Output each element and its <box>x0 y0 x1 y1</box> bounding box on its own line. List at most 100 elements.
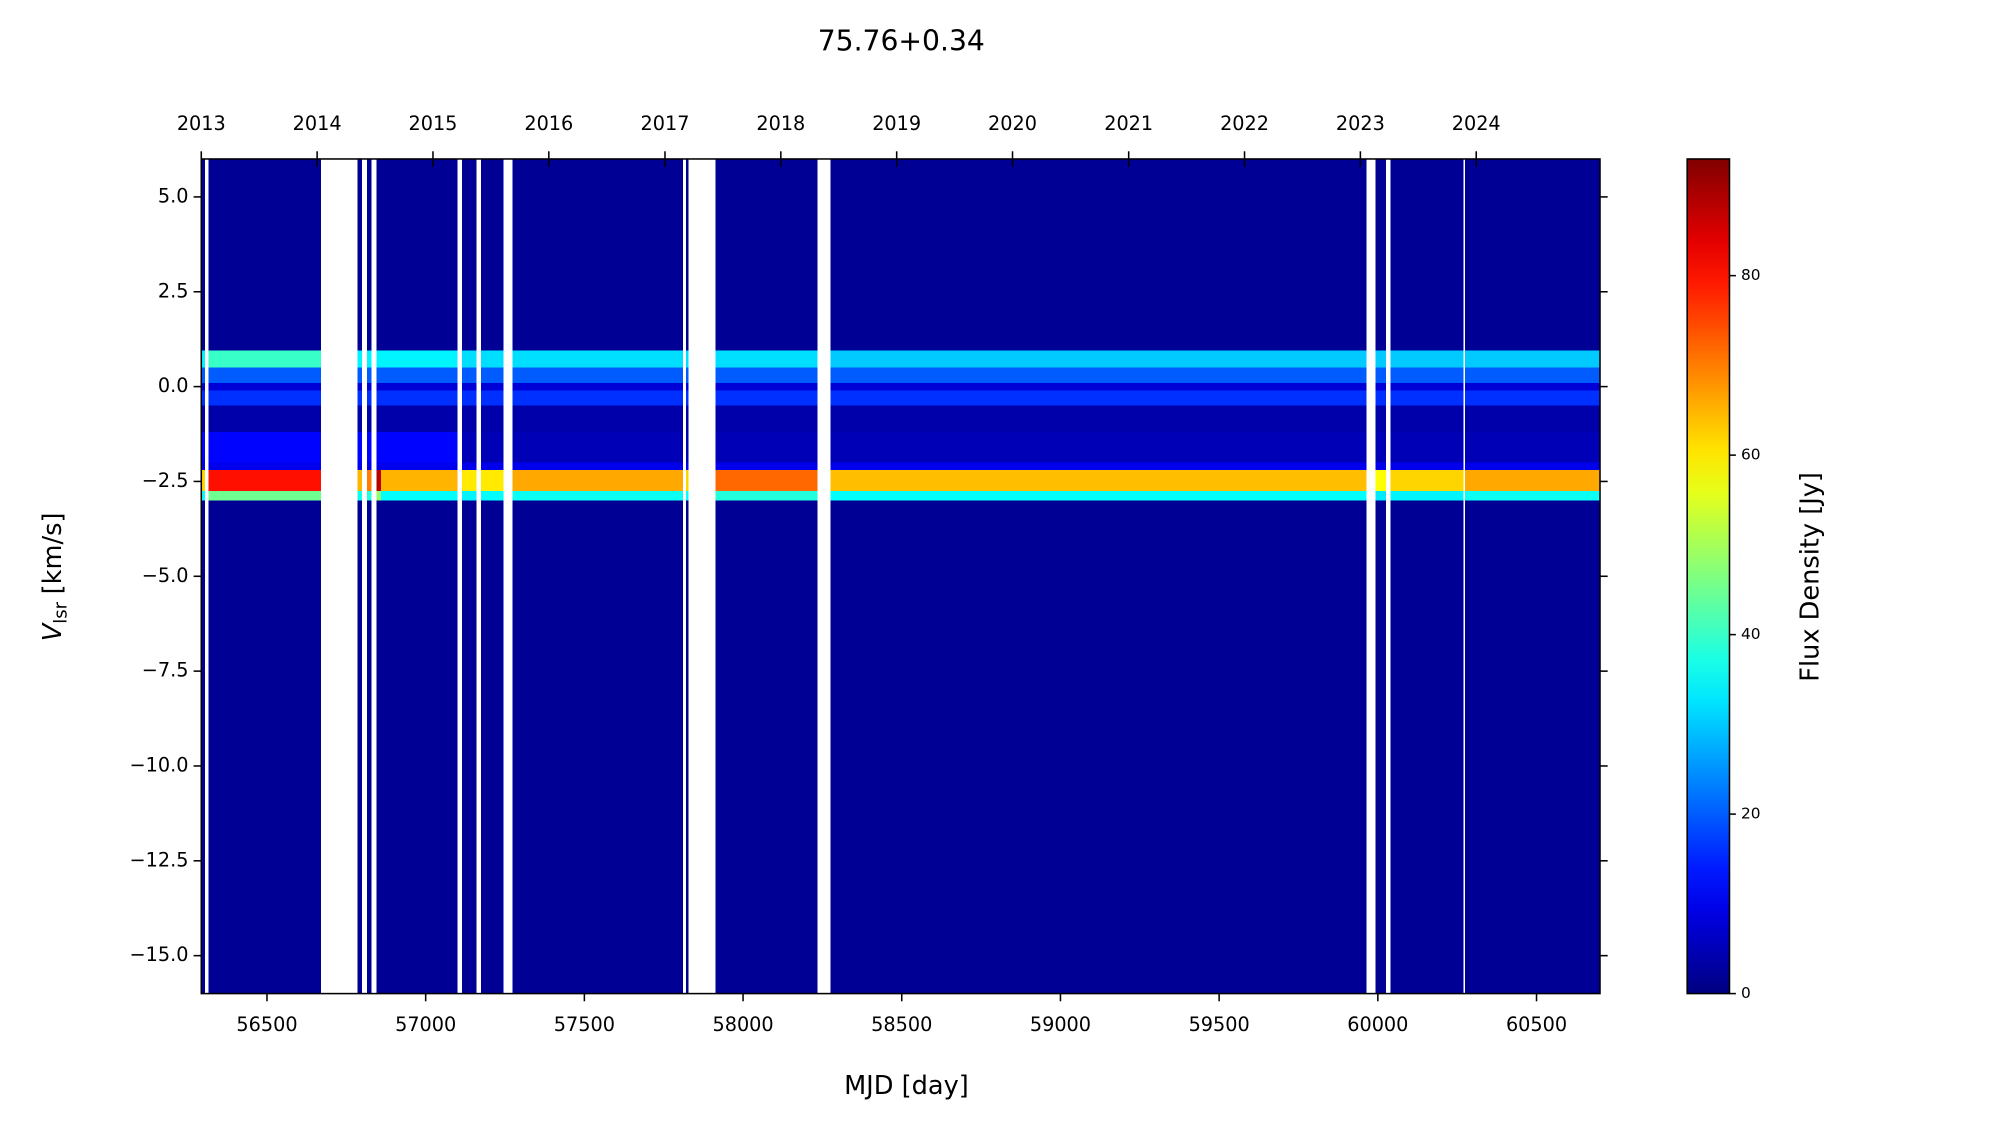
heatmap-cell <box>1375 367 1386 383</box>
heatmap-cell <box>376 462 382 471</box>
heatmap-cell <box>201 470 206 491</box>
heatmap-cell <box>381 490 458 501</box>
heatmap-cell <box>1375 462 1386 471</box>
heatmap-cell <box>201 390 206 406</box>
heatmap-cell <box>1465 350 1600 368</box>
heatmap-cell <box>1375 158 1386 351</box>
y-tick-label: −15.0 <box>130 943 189 966</box>
y-tick-label: 2.5 <box>158 279 189 302</box>
heatmap-cell <box>512 158 683 351</box>
heatmap-cell <box>366 500 372 994</box>
heatmap-cell <box>366 158 372 351</box>
heatmap-cell <box>512 432 683 463</box>
heatmap-cell <box>830 500 1367 994</box>
heatmap-cell <box>357 470 363 491</box>
heatmap-cell <box>208 367 321 383</box>
heatmap-cell <box>1375 470 1386 491</box>
heatmap-cell <box>357 382 363 391</box>
heatmap-cell <box>208 382 321 391</box>
heatmap-cell <box>715 390 818 406</box>
x-tick-label: 59000 <box>1030 1013 1091 1036</box>
x-tick-label: 58000 <box>712 1013 773 1036</box>
heatmap-cell <box>715 158 818 351</box>
heatmap-cell <box>1375 390 1386 406</box>
x2-tick-label: 2019 <box>872 112 921 135</box>
heatmap-cell <box>462 382 477 391</box>
heatmap-cell <box>1465 500 1600 994</box>
heatmap-cell <box>381 382 458 391</box>
x-tick-label: 57000 <box>395 1013 456 1036</box>
x2-tick-label: 2013 <box>177 112 226 135</box>
heatmap-cell <box>366 405 372 433</box>
x-tick-label: 58500 <box>871 1013 932 1036</box>
heatmap-cell <box>462 432 477 463</box>
heatmap-cell <box>357 350 363 368</box>
heatmap-cell <box>201 490 206 501</box>
x-tick-label: 56500 <box>236 1013 297 1036</box>
heatmap-cell <box>376 382 382 391</box>
heatmap-cell <box>481 350 504 368</box>
heatmap-cell <box>462 367 477 383</box>
heatmap-cell <box>1390 470 1464 491</box>
heatmap-cell <box>366 490 372 501</box>
heatmap-cell <box>208 432 321 463</box>
heatmap-cell <box>1465 382 1600 391</box>
heatmap-cell <box>376 350 382 368</box>
y-axis-label: Vlsr [km/s] <box>38 513 72 642</box>
heatmap-cell <box>201 462 206 471</box>
heatmap-cell <box>715 382 818 391</box>
heatmap-cell <box>208 390 321 406</box>
heatmap-cell <box>376 470 382 491</box>
heatmap-cell <box>357 390 363 406</box>
heatmap-cell <box>715 432 818 463</box>
heatmap-cell <box>481 500 504 994</box>
heatmap-cell <box>357 500 363 994</box>
heatmap-cell <box>208 405 321 433</box>
heatmap-cell <box>1375 490 1386 501</box>
y-axis-label-symbol: V <box>38 621 68 641</box>
heatmap-cell <box>512 390 683 406</box>
heatmap-cell <box>512 405 683 433</box>
heatmap-cell <box>685 470 689 491</box>
heatmap-cell <box>481 367 504 383</box>
heatmap-cell <box>381 367 458 383</box>
heatmap-cell <box>512 382 683 391</box>
heatmap-cell <box>830 405 1367 433</box>
heatmap-cell <box>357 432 363 463</box>
heatmap-cell <box>381 470 458 491</box>
heatmap-cell <box>357 405 363 433</box>
heatmap-cell <box>201 405 206 433</box>
heatmap-cell <box>1375 405 1386 433</box>
heatmap-cell <box>1465 470 1600 491</box>
heatmap-cell <box>481 405 504 433</box>
heatmap-cell <box>685 462 689 471</box>
x2-tick-label: 2023 <box>1336 112 1385 135</box>
heatmap-cell <box>685 158 689 351</box>
heatmap-cell <box>1465 367 1600 383</box>
heatmap-cell <box>376 158 382 351</box>
heatmap-cell <box>462 158 477 351</box>
heatmap-cell <box>208 470 321 491</box>
heatmap-cell <box>685 500 689 994</box>
heatmap-cell <box>1390 405 1464 433</box>
heatmap-cell <box>1465 158 1600 351</box>
x2-tick-label: 2020 <box>988 112 1037 135</box>
heatmap-cell <box>481 432 504 463</box>
x-tick-label: 60000 <box>1347 1013 1408 1036</box>
heatmap-cell <box>376 405 382 433</box>
colorbar-tick-label: 20 <box>1741 805 1761 823</box>
heatmap-cell <box>512 367 683 383</box>
x-tick-label: 60500 <box>1506 1013 1567 1036</box>
heatmap-cell <box>685 405 689 433</box>
heatmap-cell <box>512 490 683 501</box>
x2-tick-label: 2015 <box>409 112 458 135</box>
heatmap-cell <box>381 390 458 406</box>
heatmap-cell <box>1375 382 1386 391</box>
heatmap-cell <box>376 390 382 406</box>
heatmap-cell <box>715 462 818 471</box>
heatmap-cell <box>381 158 458 351</box>
colorbar-label: Flux Density [Jy] <box>1796 472 1826 682</box>
heatmap-cell <box>366 432 372 463</box>
heatmap-cell <box>1375 432 1386 463</box>
heatmap-cell <box>366 462 372 471</box>
